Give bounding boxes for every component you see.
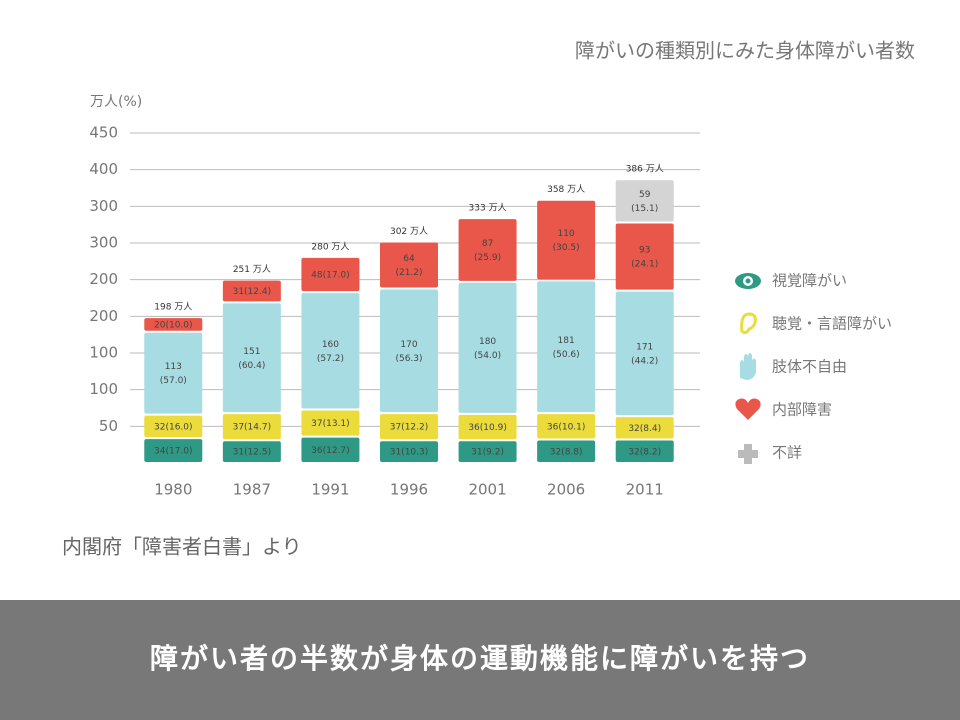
total-label: 386 万人: [626, 164, 664, 175]
value-label: 170 (56.3): [395, 339, 422, 363]
value-label: 36(12.7): [311, 445, 350, 455]
x-tick-label: 2001: [468, 481, 506, 499]
value-label: 37(12.2): [390, 422, 429, 432]
bar-segment: [380, 242, 438, 288]
value-label: 48(17.0): [311, 270, 350, 280]
bar-segment: [222, 414, 281, 440]
value-label: 31(12.5): [233, 447, 272, 457]
value-label: 59 (15.1): [631, 189, 658, 213]
value-label: 32(8.4): [628, 423, 661, 433]
value-label: 36(10.1): [547, 422, 586, 432]
bar-segment: [458, 441, 517, 462]
bar-segment: [301, 257, 360, 292]
bar-segment: [380, 441, 438, 462]
y-tick-label: 100: [89, 380, 118, 398]
value-label: 31(9.2): [471, 447, 504, 457]
bar-segment: [458, 282, 517, 413]
bar-segment: [615, 291, 674, 416]
x-tick-label: 2006: [547, 481, 585, 499]
bar-segment: [301, 437, 360, 462]
source: 内閣府「障害者白書」より: [62, 535, 302, 559]
legend-label: 不詳: [772, 444, 802, 462]
value-label: 110 (30.5): [553, 229, 580, 253]
value-label: 32(16.0): [154, 422, 193, 432]
x-tick-label: 1991: [311, 481, 349, 499]
y-tick-label: 50: [99, 417, 118, 435]
bar-segment: [144, 332, 203, 414]
value-label: 87 (25.9): [474, 238, 501, 262]
y-axis-label: 万人(%): [90, 94, 142, 110]
value-label: 180 (54.0): [474, 336, 501, 360]
chart-title: 障がいの種類別にみた身体障がい者数: [575, 39, 915, 63]
bar-segment: [301, 293, 360, 409]
value-label: 32(8.2): [628, 447, 661, 457]
bar-segment: [458, 219, 517, 281]
x-tick-label: 2011: [626, 481, 664, 499]
total-label: 358 万人: [547, 184, 585, 195]
y-tick-label: 100: [89, 344, 118, 362]
y-tick-label: 200: [89, 307, 118, 325]
value-label: 181 (50.6): [553, 335, 580, 359]
bar-segment: [458, 414, 517, 440]
value-label: 160 (57.2): [317, 339, 344, 363]
value-label: 36(10.9): [468, 423, 507, 433]
total-label: 280 万人: [311, 241, 349, 252]
bar-segment: [537, 200, 596, 280]
y-tick-label: 400: [89, 160, 118, 178]
total-label: 333 万人: [469, 203, 507, 214]
value-label: 151 (60.4): [238, 346, 265, 370]
legend-label: 肢体不自由: [772, 358, 847, 376]
bar-segment: [144, 415, 203, 438]
bar-segment: [615, 440, 674, 462]
legend-label: 視覚障がい: [772, 272, 847, 290]
value-label: 37(14.7): [233, 422, 272, 432]
total-label: 198 万人: [154, 302, 192, 313]
x-tick-label: 1987: [233, 481, 271, 499]
bar-segment: [537, 281, 596, 413]
banner-text: 障がい者の半数が身体の運動機能に障がいを持つ: [150, 642, 810, 675]
value-label: 34(17.0): [154, 446, 193, 456]
bar-segment: [537, 414, 596, 439]
legend-label: 聴覚・言語障がい: [772, 315, 892, 333]
legend-icons: [735, 273, 761, 464]
value-label: 37(13.1): [311, 419, 350, 429]
value-label: 93 (24.1): [631, 245, 658, 269]
y-tick-label: 300: [89, 234, 118, 252]
bar-segment: [537, 440, 596, 462]
bar-segment: [615, 180, 674, 222]
bar-segment: [615, 417, 674, 439]
total-label: 251 万人: [233, 264, 271, 275]
total-label: 302 万人: [390, 226, 428, 237]
bar-segment: [144, 318, 203, 331]
x-tick-label: 1980: [154, 481, 192, 499]
value-label: 171 (44.2): [631, 342, 658, 366]
bar-segment: [222, 441, 281, 462]
bar-segment: [380, 414, 438, 440]
y-tick-label: 200: [89, 270, 118, 288]
banner-bg: [0, 600, 960, 720]
bar-segment: [615, 223, 674, 290]
value-label: 32(8.8): [550, 447, 583, 457]
legend-label: 内部障害: [772, 401, 832, 419]
x-tick-label: 1996: [390, 481, 428, 499]
bar-segment: [301, 410, 360, 436]
value-label: 113 (57.0): [160, 362, 187, 386]
y-tick-label: 450: [89, 124, 118, 142]
y-tick-label: 300: [89, 197, 118, 215]
bar-segment: [222, 303, 281, 413]
bar-segment: [222, 280, 281, 302]
value-label: 64 (21.2): [395, 254, 422, 278]
value-label: 31(12.4): [233, 287, 272, 297]
bar-segment: [380, 289, 438, 413]
bar-segment: [144, 439, 203, 462]
value-label: 31(10.3): [390, 447, 429, 457]
value-label: 20(10.0): [154, 320, 193, 330]
